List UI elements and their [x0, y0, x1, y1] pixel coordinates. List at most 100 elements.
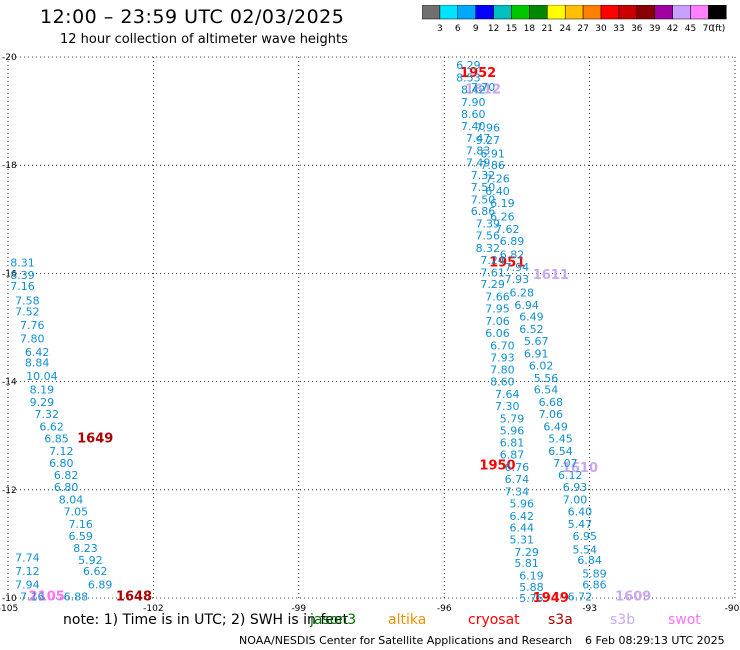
wave-height-label: 6.94: [514, 299, 539, 312]
wave-height-label: 6.68: [539, 396, 564, 409]
wave-height-label: 6.12: [558, 469, 583, 482]
mission-legend-item: s3b: [610, 612, 636, 628]
wave-height-label: 6.42: [509, 510, 534, 523]
wave-height-label: 8.60: [490, 376, 515, 389]
wave-height-label: 7.80: [20, 332, 45, 345]
wave-height-label: 8.53: [456, 72, 481, 85]
wave-height-label: 8.32: [476, 242, 501, 255]
colorbar-unit: (ft): [712, 24, 726, 34]
wave-height-label: 5.81: [514, 557, 539, 570]
wave-height-label: 6.91: [524, 347, 549, 360]
colorbar-label: 24: [559, 24, 571, 34]
wave-height-label: 5.75: [519, 592, 544, 605]
wave-height-label: 7.24: [480, 254, 505, 267]
wave-height-label: 7.06: [485, 315, 510, 328]
wave-height-label: 6.81: [500, 437, 525, 450]
wave-height-label: 7.16: [20, 590, 45, 603]
wave-height-label: 7.05: [64, 505, 89, 518]
wave-height-label: 7.52: [15, 305, 40, 318]
colorbar-label: 12: [488, 24, 499, 34]
chart-title: 12:00 – 23:59 UTC 02/03/2025: [40, 6, 345, 28]
wave-height-label: 7.12: [15, 565, 40, 578]
wave-height-label: 6.80: [54, 481, 79, 494]
wave-height-label: 7.86: [480, 159, 505, 172]
wave-height-label: 8.23: [73, 542, 98, 555]
wave-height-label: 6.86: [582, 578, 607, 591]
mission-legend-item: swot: [668, 612, 701, 628]
wave-height-label: 8.39: [10, 269, 35, 282]
wave-height-label: 5.54: [573, 543, 598, 556]
track-time-label: 1951: [489, 256, 525, 271]
track-time-label: 1949: [533, 591, 569, 606]
wave-height-label: 7.95: [485, 303, 510, 316]
wave-height-label: 10.04: [26, 370, 58, 383]
mission-legend-item: cryosat: [468, 612, 520, 628]
colorbar-label: 39: [649, 24, 661, 34]
wave-height-label: 6.74: [505, 473, 530, 486]
wave-height-label: 8.31: [10, 257, 35, 270]
colorbar-label: 33: [613, 24, 624, 34]
wave-height-label: 6.19: [519, 569, 544, 582]
wave-height-label: 6.40: [485, 185, 510, 198]
wave-height-label: 6.80: [49, 457, 74, 470]
wave-height-label: 8.42: [461, 83, 486, 96]
wave-height-label: 8.84: [25, 357, 50, 370]
wave-height-label: 7.32: [35, 408, 60, 421]
wave-height-label: 9.27: [476, 134, 501, 147]
track-time-label: 2105: [29, 589, 65, 604]
track-time-label: 1952: [460, 66, 496, 81]
wave-height-label: 7.93: [505, 273, 530, 286]
track-time-label: 1611: [533, 268, 569, 283]
credit-line: NOAA/NESDIS Center for Satellite Applica…: [239, 634, 573, 647]
colorbar-label: 70: [703, 24, 715, 34]
wave-height-label: 7.30: [495, 400, 520, 413]
colorbar-label: 45: [685, 24, 696, 34]
track-time-label: 1649: [77, 431, 113, 446]
y-tick-label: -10: [2, 594, 17, 604]
y-tick-label: -18: [2, 161, 17, 171]
wave-height-label: 7.29: [480, 278, 505, 291]
wave-height-label: 7.80: [490, 364, 515, 377]
x-tick-label: -96: [437, 604, 452, 614]
mission-legend-item: s3a: [548, 612, 573, 628]
track-time-label: 1610: [562, 461, 598, 476]
x-tick-label: -90: [725, 604, 740, 614]
wave-height-label: 7.07: [553, 457, 578, 470]
wave-height-label: 6.26: [490, 211, 515, 224]
wave-height-label: 5.96: [500, 424, 525, 437]
x-tick-label: -102: [143, 604, 163, 614]
wave-height-label: 6.49: [519, 311, 544, 324]
wave-height-label: 5.31: [509, 534, 534, 547]
wave-height-label: 6.88: [64, 590, 89, 603]
colorbar-label: 42: [667, 24, 678, 34]
wave-height-label: 7.16: [10, 280, 35, 293]
colorbar-label: 36: [631, 24, 643, 34]
wave-height-label: 5.89: [582, 568, 607, 581]
wave-height-label: 7.74: [15, 551, 40, 564]
wave-height-label: 7.56: [476, 230, 501, 243]
wave-height-label: 6.02: [529, 359, 554, 372]
wave-height-label: 7.50: [471, 193, 496, 206]
wave-height-label: 6.82: [500, 248, 525, 261]
wave-height-label: 6.76: [505, 461, 530, 474]
wave-height-label: 5.56: [534, 372, 559, 385]
wave-height-label: 7.96: [476, 121, 501, 134]
wave-height-label: 6.29: [456, 59, 481, 72]
wave-height-label: 7.90: [461, 96, 486, 109]
track-time-label: 1612: [465, 82, 501, 97]
wave-height-label: 7.39: [476, 218, 501, 231]
wave-height-label: 7.50: [471, 181, 496, 194]
y-tick-label: -16: [2, 269, 17, 279]
mission-legend-item: altika: [388, 612, 427, 628]
x-tick-label: -99: [291, 604, 306, 614]
wave-height-label: 5.45: [548, 432, 573, 445]
colorbar-swatch: [708, 5, 727, 20]
wave-height-label: 7.62: [495, 223, 520, 236]
wave-height-label: 7.49: [466, 156, 491, 169]
wave-height-label: 6.85: [44, 432, 69, 445]
colorbar-label: 30: [595, 24, 607, 34]
wave-height-label: 6.44: [509, 522, 534, 535]
wave-height-label: 7.16: [68, 518, 93, 531]
wave-height-label: 5.47: [568, 518, 593, 531]
wave-height-label: 6.62: [83, 565, 108, 578]
